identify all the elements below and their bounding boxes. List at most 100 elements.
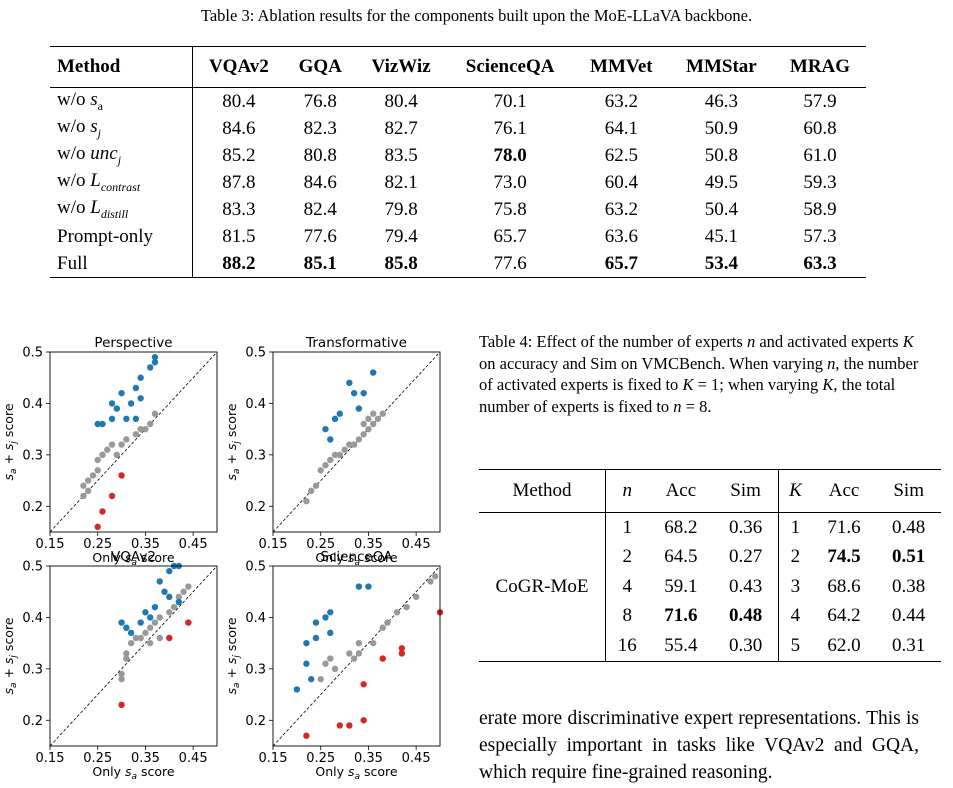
y-axis-label: sa + sj score <box>1 403 19 480</box>
y-tick-label: 0.2 <box>22 500 43 515</box>
scatter-point-neutral <box>346 441 353 448</box>
scatter-point-neutral <box>341 446 348 453</box>
y-axis-label: sa + sj score <box>224 403 242 480</box>
scatter-point-neutral <box>312 482 320 489</box>
scatter-point-neutral <box>166 609 173 616</box>
value-cell: 68.2 <box>664 516 698 538</box>
x-axis-label: Only sa score <box>315 764 398 782</box>
scatter-point-above <box>94 420 101 428</box>
table3-header-mrag: MRAG <box>789 56 851 77</box>
table4-header-row: Method n Acc Sim K Acc Sim <box>479 469 941 513</box>
scatter-point-above <box>147 614 154 621</box>
scatter-point-neutral <box>317 467 324 474</box>
table4-header-1: n <box>604 469 649 513</box>
value-cell: 85.2 <box>191 142 285 169</box>
table3-header-mmstar: MMStar <box>686 56 757 77</box>
scatter-point-below <box>398 650 406 657</box>
scatter-point-neutral <box>432 573 439 580</box>
x-tick-label: 0.45 <box>179 537 208 552</box>
scatter-point-neutral <box>137 634 144 642</box>
chart-title: Transformative <box>305 335 407 351</box>
method-cell: Full <box>57 252 88 274</box>
scatter-point-above <box>370 369 377 376</box>
x-tick-label: 0.35 <box>131 751 160 766</box>
x-tick-label: 0.15 <box>36 537 65 552</box>
method-cell: w/o Ldistill <box>57 197 129 221</box>
value-cell: 45.1 <box>704 225 739 247</box>
scatter-point-above <box>99 420 106 428</box>
body-paragraph: erate more discriminative expert represe… <box>479 708 919 783</box>
scatter-point-neutral <box>137 425 144 433</box>
value-cell: 55.4 <box>664 634 698 656</box>
value-cell: 63.3 <box>803 252 837 274</box>
scatter-point-neutral <box>94 467 101 474</box>
value-cell: 71.6 <box>827 516 861 538</box>
plot-frame <box>272 351 441 533</box>
chart-title: ScienceQA <box>320 549 393 565</box>
y-tick-label: 0.4 <box>245 397 266 412</box>
scatter-point-above <box>118 389 125 397</box>
scatter-point-neutral <box>336 451 343 459</box>
value-cell: 77.6 <box>303 225 337 247</box>
scatter-point-above <box>108 400 116 407</box>
table-row: 2 64.5 0.27 2 74.5 0.51 <box>479 542 941 572</box>
scatter-point-neutral <box>118 441 125 448</box>
scatter-point-neutral <box>151 410 159 417</box>
table4-header-0: Method <box>512 480 572 501</box>
y-tick-label: 0.3 <box>245 448 266 463</box>
scatter-point-neutral <box>80 482 87 489</box>
value-cell: 58.9 <box>803 198 837 220</box>
value-cell: 62.0 <box>827 634 861 656</box>
scatter-point-below <box>346 722 353 729</box>
scatter-point-above <box>118 619 125 626</box>
value-cell: 60.4 <box>604 171 638 193</box>
table-row: 16 55.4 0.30 5 62.0 0.31 <box>479 631 941 661</box>
value-cell: 0.30 <box>728 634 763 656</box>
scatter-point-above <box>123 415 130 423</box>
scatter-point-below <box>398 645 406 652</box>
plot-frame <box>49 351 218 533</box>
table3-header-scienceqa: ScienceQA <box>465 56 555 77</box>
table-row: w/o sj 84.6 82.3 82.7 76.1 64.1 50.9 60.8 <box>50 115 866 142</box>
scatter-point-above <box>137 395 144 402</box>
scatter-point-neutral <box>185 583 192 590</box>
scatter-point-above <box>127 400 135 407</box>
value-cell: 0.36 <box>728 516 763 538</box>
scatter-point-neutral <box>113 451 121 459</box>
scatter-point-above <box>166 593 173 601</box>
table3-header-mmvet: MMVet <box>590 56 653 77</box>
table4-header-2: Acc <box>665 480 697 501</box>
scatter-point-neutral <box>147 639 154 647</box>
scatter-point-neutral <box>370 420 377 428</box>
scatter-point-neutral <box>360 431 367 438</box>
value-cell: 65.7 <box>493 225 527 247</box>
table3-header-gqa: GQA <box>298 56 342 77</box>
x-tick-label: 0.25 <box>83 537 112 552</box>
method-cell: w/o sj <box>57 116 101 140</box>
value-cell: 53.4 <box>704 252 739 274</box>
table4-body: CoGR-MoE 1 68.2 0.36 1 71.6 0.48 2 64.5 0.27 2 74.5… <box>479 512 941 662</box>
x-tick-label: 0.35 <box>354 537 383 552</box>
value-cell: 60.8 <box>803 117 837 139</box>
plot-frame <box>272 565 441 747</box>
table-row: Prompt-only 81.5 77.6 79.4 65.7 63.6 45.1 57.3 <box>50 223 866 250</box>
value-cell: 88.2 <box>191 250 285 278</box>
table3-body: w/o sa 80.4 76.8 80.4 70.1 63.2 46.3 57.9 w/o sj… <box>50 87 866 278</box>
method-cell: w/o sa <box>57 89 103 113</box>
table4: Method n Acc Sim K Acc Sim CoGR-MoE 1 68.2 0.36 1 7… <box>479 469 941 662</box>
value-cell: 64.5 <box>664 546 698 568</box>
scatter-point-neutral <box>322 461 329 469</box>
y-tick-label: 0.2 <box>245 500 266 515</box>
scatter-point-neutral <box>80 492 87 500</box>
value-cell: 50.9 <box>704 117 739 139</box>
diagonal-line <box>272 351 441 533</box>
value-cell: 46.3 <box>704 90 739 112</box>
scatter-point-above <box>127 629 135 637</box>
value-cell: 77.6 <box>493 252 527 274</box>
scatter-point-above <box>147 364 154 371</box>
y-tick-label: 0.4 <box>245 611 266 626</box>
scatter-point-neutral <box>151 619 159 626</box>
table-row: w/o uncj 85.2 80.8 83.5 78.0 62.5 50.8 61.0 <box>50 142 866 169</box>
scatter-point-above <box>331 415 339 423</box>
scatter-point-above <box>293 686 301 693</box>
